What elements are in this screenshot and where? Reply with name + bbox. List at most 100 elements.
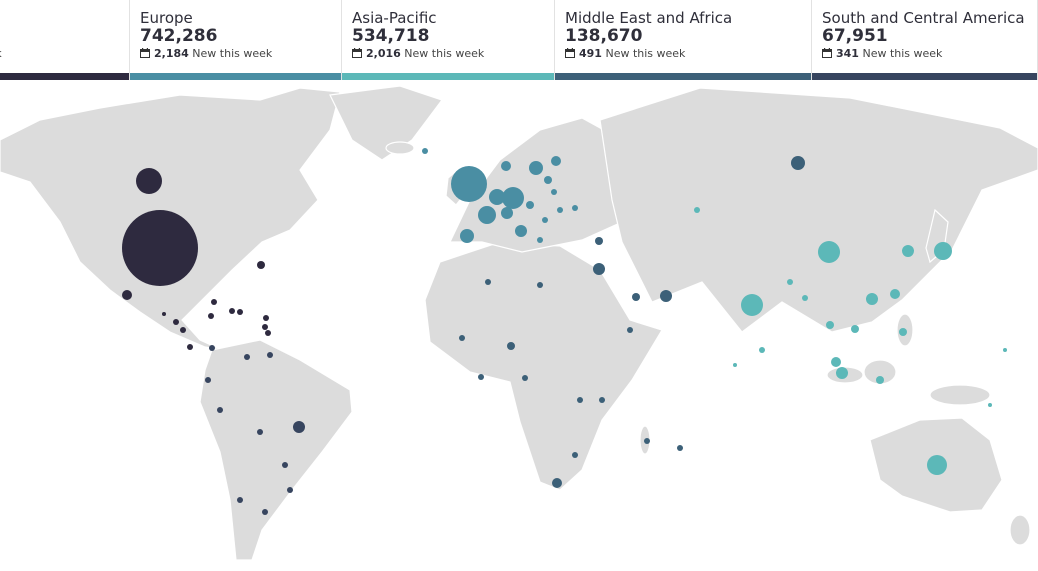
country-bubble[interactable] xyxy=(551,189,557,195)
region-bar xyxy=(0,73,129,80)
country-bubble[interactable] xyxy=(485,279,491,285)
country-bubble[interactable] xyxy=(257,261,265,269)
country-bubble[interactable] xyxy=(644,438,650,444)
country-bubble[interactable] xyxy=(537,282,543,288)
country-bubble[interactable] xyxy=(851,325,859,333)
country-bubble[interactable] xyxy=(262,324,268,330)
country-bubble[interactable] xyxy=(489,189,505,205)
country-bubble[interactable] xyxy=(826,321,834,329)
country-bubble[interactable] xyxy=(122,210,198,286)
country-bubble[interactable] xyxy=(478,206,496,224)
country-bubble[interactable] xyxy=(522,375,528,381)
country-bubble[interactable] xyxy=(572,205,578,211)
country-bubble[interactable] xyxy=(209,345,215,351)
country-bubble[interactable] xyxy=(831,357,841,367)
country-bubble[interactable] xyxy=(267,352,273,358)
country-bubble[interactable] xyxy=(122,290,132,300)
country-bubble[interactable] xyxy=(451,166,487,202)
country-bubble[interactable] xyxy=(515,225,527,237)
country-bubble[interactable] xyxy=(544,176,552,184)
country-bubble[interactable] xyxy=(934,242,952,260)
country-bubble[interactable] xyxy=(627,327,633,333)
country-bubble[interactable] xyxy=(460,229,474,243)
country-bubble[interactable] xyxy=(595,237,603,245)
country-bubble[interactable] xyxy=(836,367,848,379)
country-bubble[interactable] xyxy=(136,168,162,194)
country-bubble[interactable] xyxy=(265,330,271,336)
country-bubble[interactable] xyxy=(802,295,808,301)
country-bubble[interactable] xyxy=(552,478,562,488)
country-bubble[interactable] xyxy=(502,187,524,209)
region-card[interactable]: Europe 742,286 2,184 New this week xyxy=(130,0,342,80)
country-bubble[interactable] xyxy=(422,148,428,154)
calendar-icon xyxy=(822,48,832,58)
country-bubble[interactable] xyxy=(501,207,513,219)
country-bubble[interactable] xyxy=(459,335,465,341)
country-bubble[interactable] xyxy=(791,156,805,170)
country-bubble[interactable] xyxy=(187,344,193,350)
country-bubble[interactable] xyxy=(866,293,878,305)
new-this-week: 491 New this week xyxy=(565,47,685,60)
country-bubble[interactable] xyxy=(787,279,793,285)
country-bubble[interactable] xyxy=(890,289,900,299)
country-bubble[interactable] xyxy=(988,403,992,407)
country-bubble[interactable] xyxy=(572,452,578,458)
country-bubble[interactable] xyxy=(262,509,268,515)
country-bubble[interactable] xyxy=(577,397,583,403)
new-this-week: s this week xyxy=(0,47,2,60)
country-bubble[interactable] xyxy=(632,293,640,301)
new-this-week: 2,184 New this week xyxy=(140,47,272,60)
country-bubble[interactable] xyxy=(244,354,250,360)
region-card[interactable]: Asia-Pacific 534,718 2,016 New this week xyxy=(342,0,555,80)
country-bubble[interactable] xyxy=(501,161,511,171)
region-bar xyxy=(812,73,1037,80)
country-bubble[interactable] xyxy=(229,308,235,314)
country-bubble[interactable] xyxy=(818,241,840,263)
country-bubble[interactable] xyxy=(927,455,947,475)
country-bubble[interactable] xyxy=(237,309,243,315)
region-card[interactable]: Middle East and Africa 138,670 491 New thi… xyxy=(555,0,812,80)
country-bubble[interactable] xyxy=(542,217,548,223)
country-bubble[interactable] xyxy=(526,201,534,209)
country-bubble[interactable] xyxy=(876,376,884,384)
new-count: 341 xyxy=(836,47,859,60)
country-bubble[interactable] xyxy=(180,327,186,333)
country-bubble[interactable] xyxy=(741,294,763,316)
region-card[interactable]: South and Central America 67,951 341 New t… xyxy=(812,0,1038,80)
country-bubble[interactable] xyxy=(660,290,672,302)
country-bubble[interactable] xyxy=(263,315,269,321)
world-map xyxy=(0,85,1038,561)
country-bubble[interactable] xyxy=(1003,348,1007,352)
region-card[interactable]: erica37s this week xyxy=(0,0,130,80)
country-bubble[interactable] xyxy=(694,207,700,213)
country-bubble[interactable] xyxy=(759,347,765,353)
country-bubble[interactable] xyxy=(205,377,211,383)
country-bubble[interactable] xyxy=(217,407,223,413)
country-bubble[interactable] xyxy=(208,313,214,319)
country-bubble[interactable] xyxy=(902,245,914,257)
country-bubble[interactable] xyxy=(593,263,605,275)
country-bubble[interactable] xyxy=(257,429,263,435)
country-bubble[interactable] xyxy=(287,487,293,493)
region-bar xyxy=(555,73,811,80)
country-bubble[interactable] xyxy=(507,342,515,350)
country-bubble[interactable] xyxy=(211,299,217,305)
region-name: Middle East and Africa xyxy=(565,9,733,27)
new-this-week: 341 New this week xyxy=(822,47,942,60)
country-bubble[interactable] xyxy=(173,319,179,325)
country-bubble[interactable] xyxy=(162,312,166,316)
country-bubble[interactable] xyxy=(551,156,561,166)
country-bubble[interactable] xyxy=(537,237,543,243)
country-bubble[interactable] xyxy=(557,207,563,213)
country-bubble[interactable] xyxy=(677,445,683,451)
new-count: 491 xyxy=(579,47,602,60)
country-bubble[interactable] xyxy=(599,397,605,403)
country-bubble[interactable] xyxy=(529,161,543,175)
country-bubble[interactable] xyxy=(478,374,484,380)
country-bubble[interactable] xyxy=(293,421,305,433)
country-bubble[interactable] xyxy=(282,462,288,468)
country-bubble[interactable] xyxy=(237,497,243,503)
country-bubble[interactable] xyxy=(733,363,737,367)
country-bubble[interactable] xyxy=(899,328,907,336)
